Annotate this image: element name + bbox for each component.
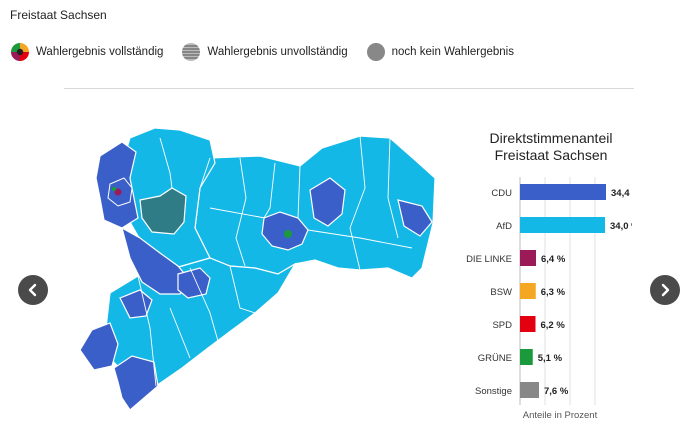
- chart-value-label: 6,4 %: [541, 254, 566, 265]
- map-region-cdu-dresden[interactable]: [261, 211, 309, 251]
- map-region-unvollstaendig[interactable]: [139, 187, 187, 235]
- chart-canvas: CDU 34,4 % AfD 34,0 % DIE LINKE 6,4 % BSW 6,3 %…: [466, 177, 632, 421]
- legend-item-incomplete: Wahlergebnis unvollständig: [181, 42, 348, 62]
- chart-value-label: 5,1 %: [538, 353, 563, 364]
- next-button[interactable]: [650, 275, 680, 305]
- map-marker-linke[interactable]: [114, 188, 122, 196]
- vote-share-chart: Direktstimmenanteil Freistaat Sachsen CD…: [462, 125, 632, 425]
- chart-bar[interactable]: [520, 316, 536, 332]
- legend-item-complete: Wahlergebnis vollständig: [10, 42, 163, 62]
- map-region-cdu-east[interactable]: [309, 177, 433, 237]
- chevron-right-icon: [661, 283, 670, 297]
- chart-bar[interactable]: [520, 382, 539, 398]
- chart-category-label: SPD: [492, 320, 512, 331]
- chart-title-line-2: Freistaat Sachsen: [494, 147, 608, 163]
- saxony-constituency-map[interactable]: [60, 118, 445, 418]
- striped-circle-icon: [182, 43, 201, 61]
- chart-category-label: AfD: [496, 221, 512, 232]
- divider: [64, 88, 634, 89]
- chart-category-label: DIE LINKE: [466, 254, 512, 265]
- previous-button[interactable]: [18, 275, 48, 305]
- map-marker-dresden-gruene[interactable]: [284, 230, 292, 238]
- chart-bar[interactable]: [520, 283, 536, 299]
- chart-value-label: 6,3 %: [541, 287, 566, 298]
- chevron-left-icon: [28, 283, 37, 297]
- gray-circle-icon: [366, 43, 385, 61]
- chart-bar[interactable]: [520, 250, 536, 266]
- legend-item-none: noch kein Wahlergebnis: [366, 42, 514, 62]
- chart-x-axis-label: Anteile in Prozent: [523, 410, 598, 421]
- chart-value-label: 34,0 %: [610, 221, 632, 232]
- legend-label-complete: Wahlergebnis vollständig: [36, 46, 164, 58]
- chart-value-label: 6,2 %: [541, 320, 566, 331]
- chart-title: Direktstimmenanteil Freistaat Sachsen: [462, 130, 640, 164]
- chart-category-label: GRÜNE: [478, 353, 512, 364]
- map-legend: Wahlergebnis vollständig Wahlergebnis un…: [10, 42, 532, 62]
- map-region-cdu-leipzig-city[interactable]: [107, 177, 133, 207]
- chart-value-label: 7,6 %: [544, 386, 569, 397]
- chart-category-label: Sonstige: [475, 386, 512, 397]
- pie-multicolor-icon: [11, 43, 29, 61]
- chart-category-label: BSW: [490, 287, 512, 298]
- page-title: Freistaat Sachsen: [10, 8, 107, 22]
- chart-bar[interactable]: [520, 217, 605, 233]
- map-marker-gruene[interactable]: [111, 186, 117, 192]
- chart-title-line-1: Direktstimmenanteil: [489, 130, 613, 146]
- chart-value-label: 34,4 %: [611, 188, 632, 199]
- chart-bar[interactable]: [520, 349, 533, 365]
- legend-label-none: noch kein Wahlergebnis: [391, 46, 514, 58]
- legend-label-incomplete: Wahlergebnis unvollständig: [207, 46, 348, 58]
- chart-category-label: CDU: [491, 188, 512, 199]
- map-region-cdu-vogtland[interactable]: [79, 289, 159, 411]
- chart-bar[interactable]: [520, 184, 606, 200]
- constituency-borders: [137, 135, 413, 387]
- map-region-cdu-chemnitz[interactable]: [177, 267, 211, 299]
